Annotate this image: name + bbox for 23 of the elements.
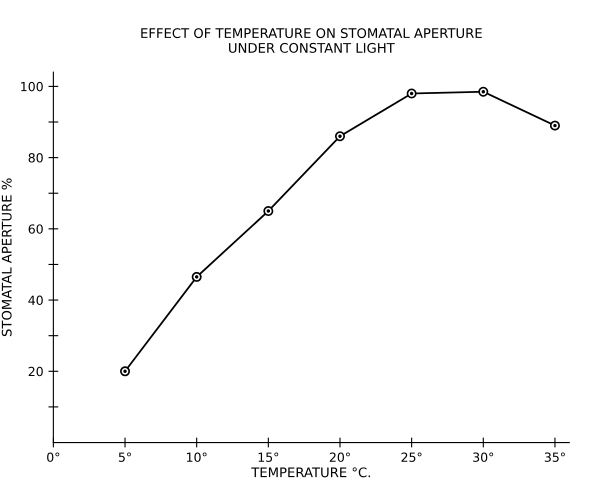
y-axis-title: STOMATAL APERTURE % <box>2 178 12 336</box>
x-tick-label: 15° <box>258 452 278 462</box>
point <box>120 366 130 376</box>
x-axis-title: TEMPERATURE °C. <box>251 467 370 478</box>
x-tick-label: 20° <box>330 452 350 462</box>
point <box>263 206 274 216</box>
y-tick-label: 40 <box>28 296 43 305</box>
x-tick-label: 0° <box>47 452 60 462</box>
y-tick-label: 80 <box>28 153 43 163</box>
point <box>192 272 202 282</box>
y-tick-label: 100 <box>21 82 43 92</box>
point <box>406 88 417 99</box>
point <box>478 86 488 97</box>
point <box>550 120 560 131</box>
x-tick-label: 5° <box>118 452 131 462</box>
x-tick-label: 30° <box>473 452 494 462</box>
point <box>334 131 345 142</box>
x-tick-label: 25° <box>401 452 422 462</box>
x-tick-label: 10° <box>186 452 207 462</box>
y-tick-label: 60 <box>28 224 43 234</box>
y-tick-label: 20 <box>28 366 43 376</box>
x-tick-label: 35° <box>544 452 565 462</box>
chart-title: EFFECT OF TEMPERATURE ON STOMATAL APERTURE UNDER CONSTANT LIGHT <box>141 28 482 53</box>
